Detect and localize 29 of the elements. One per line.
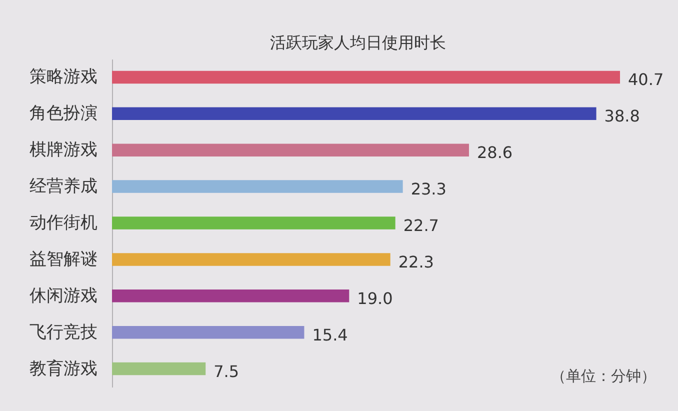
- y-tick-label: 益智解谜: [30, 249, 98, 270]
- bar: [112, 216, 396, 230]
- data-label: 19.0: [357, 288, 393, 308]
- data-label: 22.3: [398, 252, 434, 272]
- bar: [112, 107, 596, 120]
- bar: [112, 362, 206, 376]
- y-tick-label: 飞行竞技: [30, 322, 98, 342]
- y-tick-label: 策略游戏: [30, 67, 98, 88]
- data-label: 28.6: [476, 143, 513, 162]
- bar: [112, 253, 390, 266]
- data-label: 38.8: [604, 106, 640, 126]
- y-tick-label: 经营养成: [30, 176, 98, 197]
- y-tick-label: 动作街机: [30, 213, 98, 233]
- data-label: 22.7: [403, 216, 439, 235]
- bar: [112, 180, 403, 193]
- data-label: 23.3: [410, 180, 446, 199]
- bar: [112, 290, 350, 302]
- bar: [112, 70, 620, 84]
- data-label: 40.7: [628, 70, 664, 90]
- y-tick-label: 角色扮演: [30, 104, 98, 124]
- data-label: 7.5: [214, 362, 240, 381]
- y-tick-label: 休闲游戏: [30, 286, 98, 306]
- chart-title: 活跃玩家人均日使用时长: [270, 33, 446, 52]
- y-tick-label: 棋牌游戏: [30, 140, 98, 160]
- annotation: （单位：分钟）: [551, 367, 656, 385]
- data-label: 15.4: [312, 325, 348, 344]
- bar: [112, 326, 304, 339]
- y-tick-label: 教育游戏: [30, 358, 98, 379]
- bar: [112, 144, 469, 156]
